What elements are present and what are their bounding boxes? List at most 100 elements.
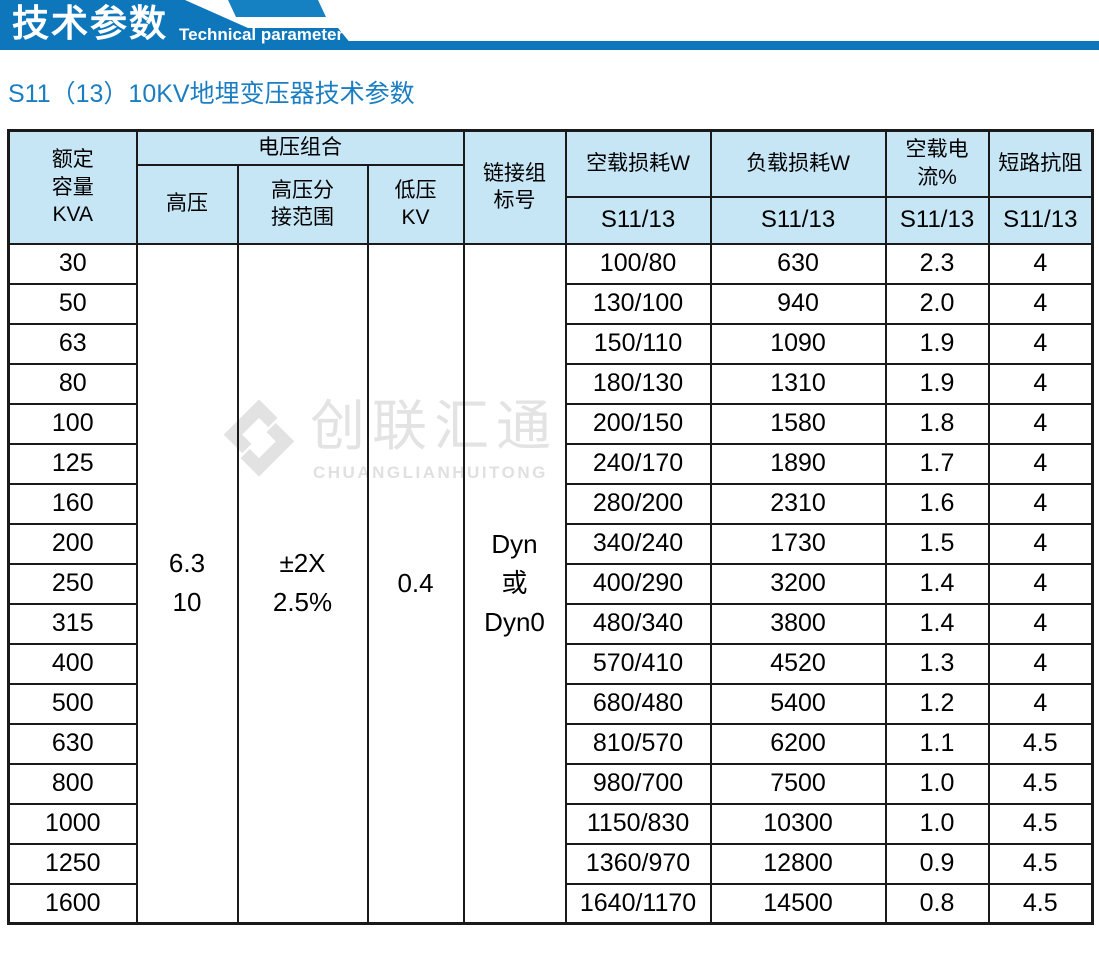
cell-impedance: 4 <box>987 242 1094 285</box>
cell-impedance: 4.5 <box>987 802 1094 845</box>
cell-load-loss: 14500 <box>709 882 887 925</box>
cell-load-loss: 940 <box>709 282 887 325</box>
cell-no-load-current: 1.0 <box>884 762 990 805</box>
cell-impedance: 4 <box>987 442 1094 485</box>
cell-no-load-loss: 1150/830 <box>564 802 712 845</box>
banner-strip-shape <box>0 41 1099 50</box>
cell-kva: 800 <box>7 762 138 805</box>
cell-no-load-current: 0.9 <box>884 842 990 885</box>
cell-load-loss: 3200 <box>709 562 887 605</box>
header-row-1: 额定 容量 KVA 电压组合 链接组 标号 空载损耗W 负载损耗W 空载电流% … <box>7 129 1094 245</box>
cell-kva: 100 <box>7 402 138 445</box>
col-header-hv-tap-range: 高压分 接范围 <box>236 163 369 245</box>
cell-no-load-loss: 1640/1170 <box>564 882 712 925</box>
cell-load-loss: 10300 <box>709 802 887 845</box>
cell-impedance: 4.5 <box>987 762 1094 805</box>
col-header-no-load-current: 空载电流% <box>884 129 990 198</box>
cell-no-load-loss: 200/150 <box>564 402 712 445</box>
cell-no-load-current: 1.1 <box>884 722 990 765</box>
cell-no-load-loss: 100/80 <box>564 242 712 285</box>
col-header-lv: 低压 KV <box>366 163 465 245</box>
header-row-2: 高压 高压分 接范围 低压 KV <box>9 163 1093 245</box>
cell-no-load-loss: 1360/970 <box>564 842 712 885</box>
col-header-impedance: 短路抗阻 <box>987 129 1094 198</box>
cell-no-load-loss: 280/200 <box>564 482 712 525</box>
cell-impedance: 4 <box>987 482 1094 525</box>
cell-impedance: 4 <box>987 402 1094 445</box>
cell-no-load-current: 1.4 <box>884 562 990 605</box>
cell-no-load-loss: 130/100 <box>564 282 712 325</box>
banner-subtitle: Technical parameter <box>179 25 344 44</box>
table-row: 50 130/100 940 2.0 4 <box>7 282 1094 325</box>
cell-no-load-current: 1.2 <box>884 682 990 725</box>
table-row: 200 340/240 1730 1.5 4 <box>7 522 1094 565</box>
col-header-load-loss: 负载损耗W <box>709 129 887 198</box>
col-header-no-load-loss: 空载损耗W <box>564 129 712 198</box>
cell-load-loss: 630 <box>709 242 887 285</box>
cell-vector-group-merged: Dyn 或 Dyn0 <box>462 242 567 925</box>
table-row: 400 570/410 4520 1.3 4 <box>7 642 1094 685</box>
table-row: 125 240/170 1890 1.7 4 <box>7 442 1094 485</box>
cell-kva: 315 <box>7 602 138 645</box>
table-row: 1000 1150/830 10300 1.0 4.5 <box>7 802 1094 845</box>
cell-no-load-current: 1.9 <box>884 362 990 405</box>
table-row: 250 400/290 3200 1.4 4 <box>7 562 1094 605</box>
cell-hv-merged: 6.3 10 <box>135 242 239 925</box>
table-row: 1600 1640/1170 14500 0.8 4.5 <box>7 882 1094 925</box>
cell-impedance: 4.5 <box>987 842 1094 885</box>
cell-no-load-current: 1.8 <box>884 402 990 445</box>
table-row: 1250 1360/970 12800 0.9 4.5 <box>7 842 1094 885</box>
table-row: 630 810/570 6200 1.1 4.5 <box>7 722 1094 765</box>
cell-no-load-loss: 980/700 <box>564 762 712 805</box>
cell-impedance: 4.5 <box>987 882 1094 925</box>
cell-kva: 63 <box>7 322 138 365</box>
banner-accent-shape <box>228 0 326 17</box>
page-title: S11（13）10KV地埋变压器技术参数 <box>8 80 415 108</box>
col-subheader-model-no-load-loss: S11/13 <box>564 195 712 245</box>
cell-load-loss: 1730 <box>709 522 887 565</box>
cell-load-loss: 1580 <box>709 402 887 445</box>
header-row-3: S11/13 S11/13 S11/13 S11/13 <box>9 195 1094 245</box>
cell-kva: 160 <box>7 482 138 525</box>
cell-no-load-current: 2.3 <box>884 242 990 285</box>
cell-impedance: 4 <box>987 322 1094 365</box>
cell-no-load-loss: 400/290 <box>564 562 712 605</box>
cell-load-loss: 7500 <box>709 762 887 805</box>
cell-impedance: 4 <box>987 562 1094 605</box>
cell-kva: 400 <box>7 642 138 685</box>
cell-no-load-current: 1.3 <box>884 642 990 685</box>
table-row: 63 150/110 1090 1.9 4 <box>7 322 1094 365</box>
cell-no-load-loss: 150/110 <box>564 322 712 365</box>
cell-load-loss: 5400 <box>709 682 887 725</box>
table-row: 500 680/480 5400 1.2 4 <box>7 682 1094 725</box>
cell-no-load-loss: 480/340 <box>564 602 712 645</box>
table-row: 800 980/700 7500 1.0 4.5 <box>7 762 1094 805</box>
col-subheader-model-impedance: S11/13 <box>987 195 1094 245</box>
cell-no-load-current: 1.5 <box>884 522 990 565</box>
table-row: 30 6.3 10 ±2X 2.5% 0.4 Dyn 或 Dyn0 100/80… <box>7 242 1094 925</box>
cell-kva: 1600 <box>7 882 138 925</box>
cell-impedance: 4 <box>987 522 1094 565</box>
cell-kva: 50 <box>7 282 138 325</box>
cell-kva: 630 <box>7 722 138 765</box>
banner: 技术参数 Technical parameter <box>0 0 1099 50</box>
cell-no-load-current: 0.8 <box>884 882 990 925</box>
col-subheader-model-no-load-current: S11/13 <box>884 195 990 245</box>
cell-kva: 125 <box>7 442 138 485</box>
cell-load-loss: 6200 <box>709 722 887 765</box>
col-header-rated-capacity: 额定 容量 KVA <box>7 129 138 245</box>
cell-impedance: 4 <box>987 682 1094 725</box>
cell-no-load-loss: 240/170 <box>564 442 712 485</box>
cell-no-load-current: 1.0 <box>884 802 990 845</box>
cell-no-load-current: 1.9 <box>884 322 990 365</box>
cell-lv-merged: 0.4 <box>366 242 465 925</box>
cell-no-load-loss: 340/240 <box>564 522 712 565</box>
cell-impedance: 4 <box>987 642 1094 685</box>
cell-load-loss: 2310 <box>709 482 887 525</box>
cell-no-load-current: 2.0 <box>884 282 990 325</box>
cell-kva: 1000 <box>7 802 138 845</box>
table-row: 100 200/150 1580 1.8 4 <box>7 402 1094 445</box>
cell-impedance: 4.5 <box>987 722 1094 765</box>
cell-load-loss: 1090 <box>709 322 887 365</box>
banner-title: 技术参数 <box>12 3 168 44</box>
